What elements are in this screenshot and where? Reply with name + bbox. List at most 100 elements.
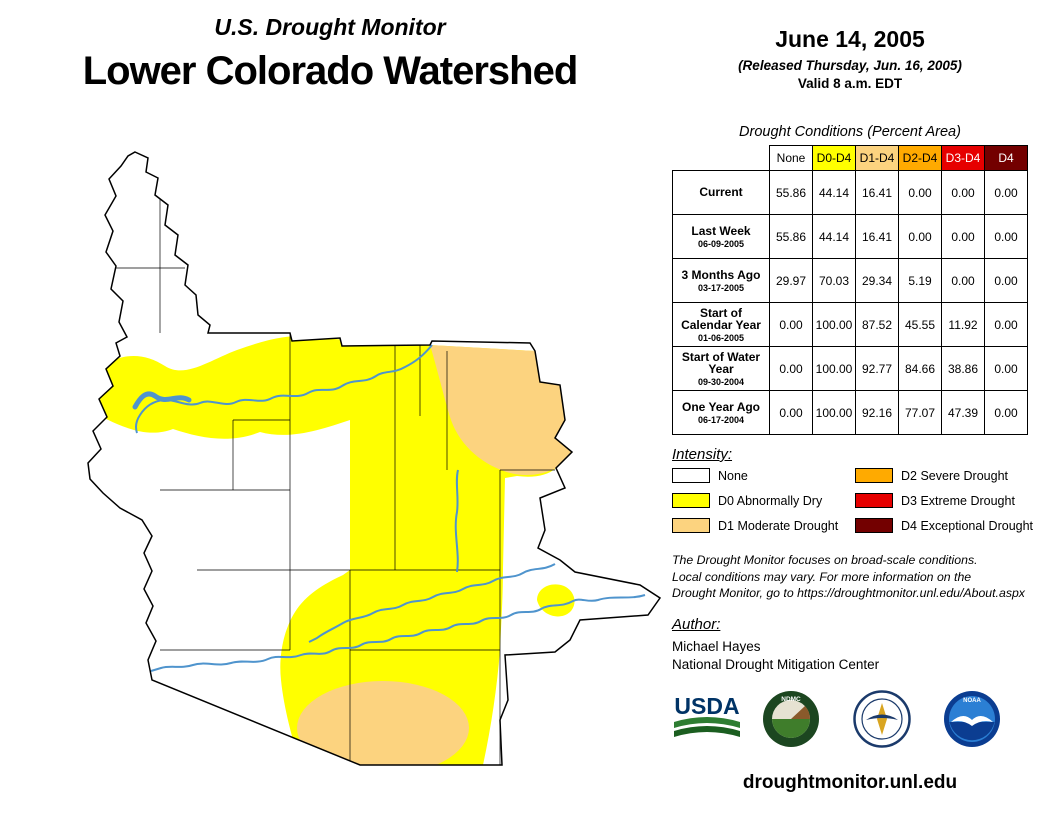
table-cell: 0.00 xyxy=(769,302,813,347)
table-cell: 5.19 xyxy=(898,258,942,303)
report-supertitle: U.S. Drought Monitor xyxy=(214,14,446,40)
release-date: June 14, 2005 xyxy=(775,26,925,52)
table-cell: 100.00 xyxy=(812,346,856,391)
table-cell: 70.03 xyxy=(812,258,856,303)
table-cell: 0.00 xyxy=(898,170,942,215)
noaa-logo: NOAA xyxy=(943,690,1001,753)
footer-url: droughtmonitor.unl.edu xyxy=(742,772,958,793)
disclaimer-text: The Drought Monitor focuses on broad-sca… xyxy=(672,553,1025,601)
legend-swatch-d3 xyxy=(855,493,893,508)
doc-logo xyxy=(853,690,911,753)
info-panel: June 14, 2005 (Released Thursday, Jun. 1… xyxy=(660,0,1056,816)
lake-mead xyxy=(132,391,192,410)
column-header-d1-d4: D1-D4 xyxy=(855,145,899,171)
author-organization: National Drought Mitigation Center xyxy=(672,657,880,672)
row-label-cell: Current xyxy=(672,170,770,215)
county-boundaries xyxy=(107,178,555,765)
map-region-d1-northeast xyxy=(430,345,572,476)
watershed-map xyxy=(85,148,665,768)
table-cell: 11.92 xyxy=(941,302,985,347)
table-cell: 100.00 xyxy=(812,302,856,347)
map-header: U.S. Drought Monitor Lower Colorado Wate… xyxy=(0,14,660,94)
watershed-boundary xyxy=(87,151,662,766)
row-label-cell: Last Week 06-09-2005 xyxy=(672,214,770,259)
noaa-logo-text: NOAA xyxy=(963,698,981,704)
map-region-d0-east-patch xyxy=(537,584,575,617)
column-header-d3-d4: D3-D4 xyxy=(941,145,985,171)
legend-item-d2: D2 Severe Drought xyxy=(855,468,1008,483)
table-row: Start of Water Year 09-30-2004 0.00 100.… xyxy=(672,346,1028,391)
page-title: Lower Colorado Watershed xyxy=(82,49,579,93)
table-cell: 100.00 xyxy=(812,390,856,435)
table-row: Start of Calendar Year 01-06-2005 0.00 1… xyxy=(672,302,1028,347)
noaa-sea-icon xyxy=(949,722,995,741)
doc-eagle-icon xyxy=(866,714,898,720)
noaa-bird-icon xyxy=(951,715,993,726)
table-cell: 0.00 xyxy=(984,170,1028,215)
row-label-cell: 3 Months Ago 03-17-2005 xyxy=(672,258,770,303)
legend-swatch-d2 xyxy=(855,468,893,483)
table-cell: 0.00 xyxy=(898,214,942,259)
legend-swatch-none xyxy=(672,468,710,483)
column-header-d2-d4: D2-D4 xyxy=(898,145,942,171)
author-heading: Author: xyxy=(672,616,721,633)
valid-time: Valid 8 a.m. EDT xyxy=(797,76,903,91)
table-cell: 0.00 xyxy=(941,258,985,303)
table-cell: 38.86 xyxy=(941,346,985,391)
colorado-river xyxy=(135,344,433,434)
table-cell: 0.00 xyxy=(769,346,813,391)
drought-conditions-table: None D0-D4 D1-D4 D2-D4 D3-D4 D4 Current … xyxy=(672,145,1028,435)
usda-logo: USDA xyxy=(668,690,746,753)
table-cell: 92.77 xyxy=(855,346,899,391)
legend-item-none: None xyxy=(672,468,748,483)
table-cell: 0.00 xyxy=(984,214,1028,259)
table-cell: 0.00 xyxy=(984,302,1028,347)
table-cell: 0.00 xyxy=(941,214,985,259)
release-note: (Released Thursday, Jun. 16, 2005) xyxy=(738,58,962,73)
table-cell: 44.14 xyxy=(812,214,856,259)
legend-item-d4: D4 Exceptional Drought xyxy=(855,518,1033,533)
table-row: Current 55.86 44.14 16.41 0.00 0.00 0.00 xyxy=(672,170,1028,215)
table-cell: 0.00 xyxy=(769,390,813,435)
legend-swatch-d4 xyxy=(855,518,893,533)
map-region-d0 xyxy=(89,336,572,765)
doc-torch-icon xyxy=(877,703,887,735)
ndmc-logo-text: NDMC xyxy=(781,696,801,703)
table-cell: 55.86 xyxy=(769,214,813,259)
usda-field-swoosh-icon xyxy=(674,717,740,728)
column-header-d4: D4 xyxy=(984,145,1028,171)
table-corner-cell xyxy=(672,145,770,171)
ndmc-logo: NDMC xyxy=(762,690,820,753)
salt-river xyxy=(308,563,556,643)
table-row: One Year Ago 06-17-2004 0.00 100.00 92.1… xyxy=(672,390,1028,435)
ndmc-land-icon xyxy=(772,719,810,738)
legend-swatch-d1 xyxy=(672,518,710,533)
legend-title: Intensity: xyxy=(672,446,733,463)
table-cell: 47.39 xyxy=(941,390,985,435)
table-cell: 0.00 xyxy=(984,346,1028,391)
table-cell: 0.00 xyxy=(984,390,1028,435)
table-title: Drought Conditions (Percent Area) xyxy=(739,124,961,140)
table-header-row: None D0-D4 D1-D4 D2-D4 D3-D4 D4 xyxy=(672,145,1028,171)
ndmc-soil-icon xyxy=(791,706,811,719)
usda-logo-text: USDA xyxy=(674,693,739,719)
row-label-cell: One Year Ago 06-17-2004 xyxy=(672,390,770,435)
legend-swatch-d0 xyxy=(672,493,710,508)
table-cell: 55.86 xyxy=(769,170,813,215)
table-cell: 29.34 xyxy=(855,258,899,303)
verde-river xyxy=(454,469,459,573)
usda-field-swoosh2-icon xyxy=(674,726,740,737)
row-label-cell: Start of Calendar Year 01-06-2005 xyxy=(672,302,770,347)
release-block: June 14, 2005 (Released Thursday, Jun. 1… xyxy=(660,26,1040,91)
column-header-none: None xyxy=(769,145,813,171)
table-cell: 44.14 xyxy=(812,170,856,215)
table-cell: 92.16 xyxy=(855,390,899,435)
table-cell: 77.07 xyxy=(898,390,942,435)
column-header-d0-d4: D0-D4 xyxy=(812,145,856,171)
table-row: Last Week 06-09-2005 55.86 44.14 16.41 0… xyxy=(672,214,1028,259)
legend-item-d1: D1 Moderate Drought xyxy=(672,518,838,533)
legend-item-d3: D3 Extreme Drought xyxy=(855,493,1015,508)
author-name: Michael Hayes xyxy=(672,639,761,654)
table-cell: 0.00 xyxy=(941,170,985,215)
